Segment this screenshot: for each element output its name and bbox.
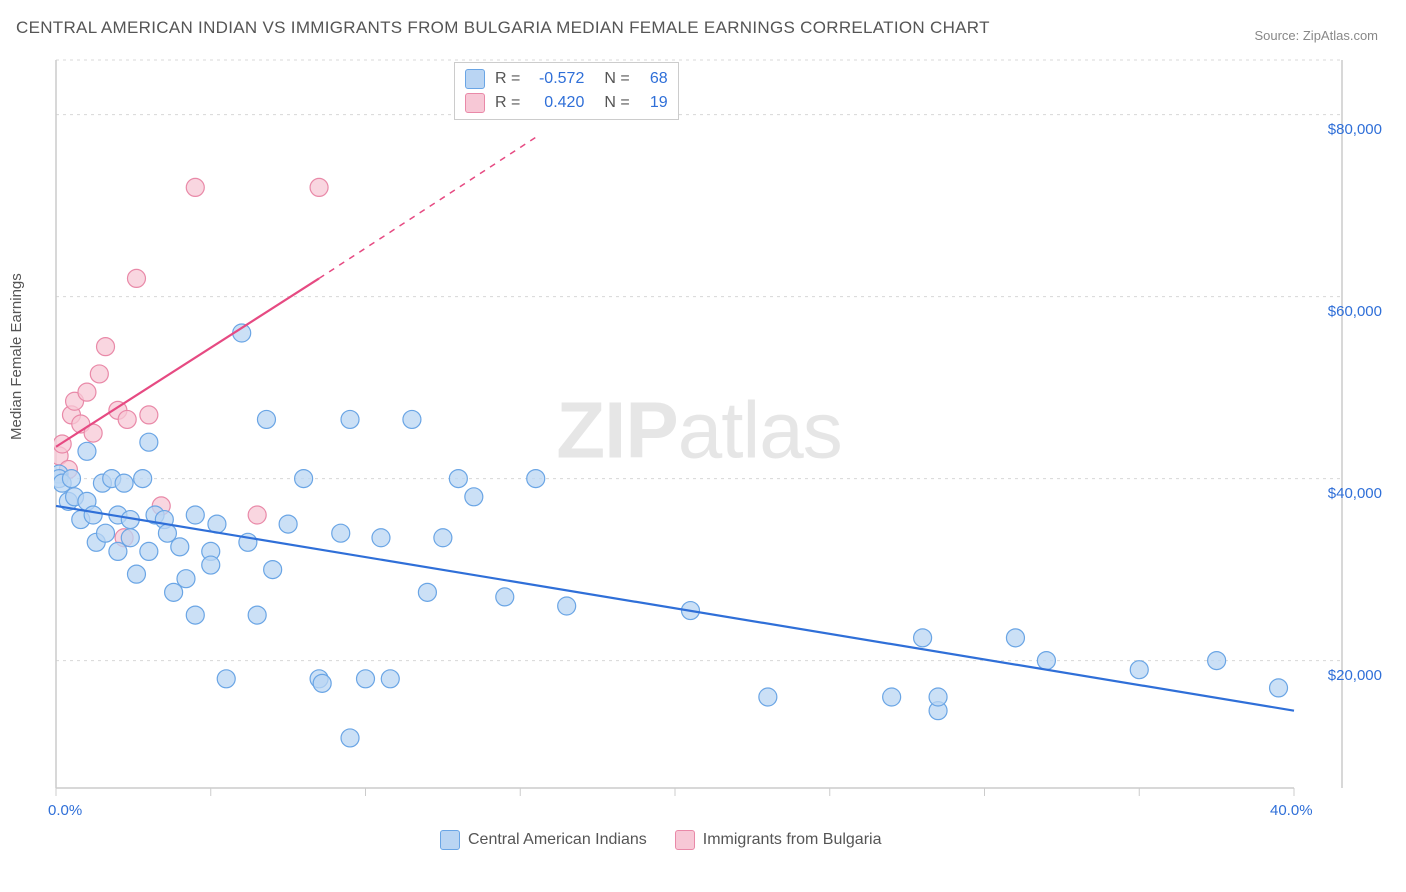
chart-title: CENTRAL AMERICAN INDIAN VS IMMIGRANTS FR…: [16, 18, 990, 38]
plot-area: ZIPatlas: [54, 58, 1344, 818]
y-tick-label: $40,000: [1328, 485, 1382, 502]
correlation-stats-box: R = -0.572 N = 68 R = 0.420 N = 19: [454, 62, 679, 120]
n-label: N =: [604, 94, 629, 112]
legend-label-0: Central American Indians: [468, 831, 647, 849]
legend-item-0: Central American Indians: [440, 830, 647, 850]
r-label: R =: [495, 94, 520, 112]
legend-label-1: Immigrants from Bulgaria: [703, 831, 882, 849]
r-value-0: -0.572: [528, 70, 584, 88]
swatch-series-1: [465, 93, 485, 113]
y-axis-label: Median Female Earnings: [8, 273, 25, 440]
scatter-chart: [54, 58, 1344, 818]
legend-swatch-0: [440, 830, 460, 850]
legend-swatch-1: [675, 830, 695, 850]
stats-row-series-0: R = -0.572 N = 68: [465, 67, 668, 91]
legend-item-1: Immigrants from Bulgaria: [675, 830, 882, 850]
y-tick-label: $20,000: [1328, 667, 1382, 684]
y-tick-label: $80,000: [1328, 121, 1382, 138]
n-label: N =: [604, 70, 629, 88]
legend-bottom: Central American Indians Immigrants from…: [440, 830, 881, 850]
n-value-0: 68: [638, 70, 668, 88]
r-label: R =: [495, 70, 520, 88]
y-tick-label: $60,000: [1328, 303, 1382, 320]
r-value-1: 0.420: [528, 94, 584, 112]
source-attribution: Source: ZipAtlas.com: [1254, 28, 1378, 43]
x-tick-label: 40.0%: [1270, 802, 1313, 819]
n-value-1: 19: [638, 94, 668, 112]
x-tick-label: 0.0%: [48, 802, 82, 819]
swatch-series-0: [465, 69, 485, 89]
stats-row-series-1: R = 0.420 N = 19: [465, 91, 668, 115]
